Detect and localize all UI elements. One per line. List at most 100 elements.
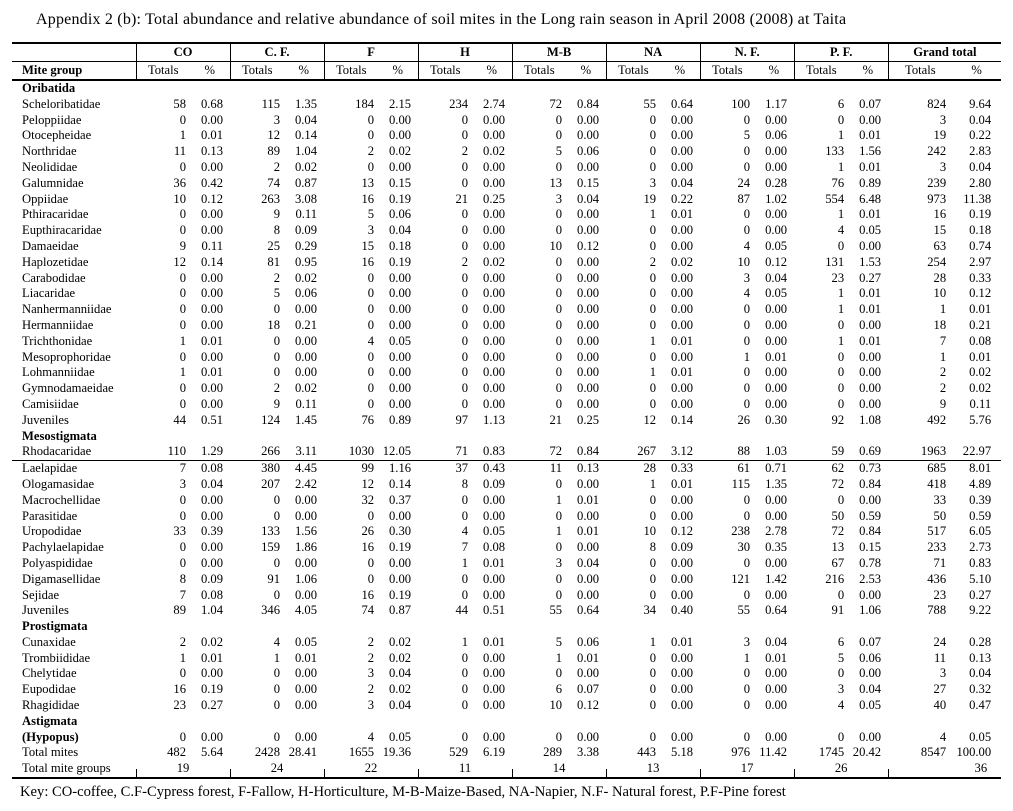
row-label: Trombiididae — [22, 650, 91, 665]
totals-cell: 24 — [737, 175, 751, 190]
column-group-header: F — [323, 42, 419, 62]
percent-cell: 0.00 — [765, 159, 788, 174]
percent-cell: 0.83 — [472, 444, 513, 462]
totals-cell: 5 — [837, 650, 845, 665]
percent-cell: 0.00 — [577, 476, 600, 491]
row-label: Digamasellidae — [22, 571, 101, 586]
percent-cell: 0.00 — [577, 286, 600, 301]
totals-cell: 40 — [933, 698, 947, 713]
percent-cell: 0.00 — [671, 492, 694, 507]
table-row: Camisiidae 0 0.00 9 0.11 0 0.00 0 0.00 0 0.00 0 0.00… — [12, 397, 1001, 413]
totals-cell: 0 — [555, 317, 563, 332]
percent-cell: 0.00 — [859, 587, 882, 602]
totals-cell: 55 — [643, 96, 657, 111]
percent-cell: 1.45 — [294, 412, 318, 427]
row-label: Juveniles — [22, 412, 69, 427]
totals-cell: 16 — [933, 207, 947, 222]
totals-cell: 0 — [179, 396, 186, 411]
totals-cell: 8 — [649, 540, 657, 555]
percent-cell: 0.02 — [294, 270, 318, 285]
totals-cell: 71 — [933, 555, 947, 570]
row-label: Neolididae — [22, 159, 78, 174]
row-label: (Hypopus) — [22, 729, 79, 744]
percent-cell: 0.00 — [389, 396, 412, 411]
totals-cell: 0 — [555, 207, 563, 222]
totals-cell: 184 — [355, 96, 375, 111]
row-label: Haplozetidae — [22, 254, 89, 269]
percent-cell: 0.15 — [577, 175, 600, 190]
totals-cell: 9 — [273, 396, 281, 411]
totals-cell: 6 — [837, 96, 845, 111]
table-row: Trichthonidae 1 0.01 0 0.00 4 0.05 0 0.00 0 0.00 1 0… — [12, 334, 1001, 350]
totals-cell: 5 — [367, 207, 375, 222]
percent-cell: 0.89 — [859, 175, 882, 190]
totals-cell: 12 — [267, 128, 281, 143]
totals-cell: 0 — [555, 365, 563, 380]
totals-cell: 0 — [649, 349, 657, 364]
percent-cell: 0.00 — [671, 555, 694, 570]
totals-cell: 0 — [837, 492, 845, 507]
totals-cell: 8547 — [920, 745, 947, 760]
totals-cell: 254 — [927, 254, 947, 269]
totals-cell: 1 — [743, 650, 751, 665]
percent-cell: 0.00 — [577, 587, 600, 602]
percent-cell: 0.00 — [859, 729, 882, 744]
totals-cell: 0 — [649, 238, 657, 253]
totals-cell: 0 — [273, 682, 281, 697]
percent-cell: 0.00 — [200, 317, 224, 332]
percent-cell: 0.00 — [483, 317, 506, 332]
percent-cell: 0.00 — [389, 365, 412, 380]
percent-cell: 0.00 — [389, 555, 412, 570]
percent-cell: 0.00 — [765, 381, 788, 396]
totals-cell: 0 — [179, 381, 186, 396]
percent-cell: 0.15 — [859, 540, 882, 555]
totals-cell: 12 — [173, 254, 186, 269]
percent-cell: 1.04 — [200, 603, 224, 618]
percent-cell: 1.42 — [765, 571, 788, 586]
percent-cell: 0.11 — [295, 207, 318, 222]
totals-cell: 0 — [461, 286, 469, 301]
percent-cell: 0.01 — [200, 333, 224, 348]
percent-cell: 0.00 — [577, 112, 600, 127]
percent-cell: 0.00 — [671, 666, 694, 681]
percent-cell: 0.07 — [859, 634, 882, 649]
percent-cell: 0.00 — [765, 508, 788, 523]
section-header-row: Prostigmata — [12, 619, 1001, 635]
totals-cell: 482 — [167, 745, 186, 760]
percent-cell: 0.00 — [483, 333, 506, 348]
totals-cell: 0 — [555, 587, 563, 602]
percent-cell: 0.06 — [294, 286, 318, 301]
percent-cell: 2.80 — [969, 175, 992, 190]
row-label: Uropodidae — [22, 524, 82, 539]
percent-cell: 0.27 — [969, 587, 992, 602]
percent-cell: 0.05 — [765, 238, 788, 253]
totals-cell: 0 — [555, 571, 563, 586]
row-label: Lohmanniidae — [22, 365, 95, 380]
totals-cell: 9 — [939, 396, 947, 411]
percent-cell: 0.00 — [294, 555, 318, 570]
totals-cell: 0 — [367, 128, 375, 143]
totals-cell: 0 — [555, 159, 563, 174]
percent-cell: 5.64 — [200, 745, 224, 760]
totals-cell: 0 — [273, 555, 281, 570]
percent-cell: 0.12 — [200, 191, 224, 206]
percent-cell: 0.00 — [483, 207, 506, 222]
totals-cell: 0 — [461, 650, 469, 665]
percent-cell: 11.42 — [759, 745, 788, 760]
subheader-percent: % — [566, 61, 607, 81]
totals-cell: 44 — [173, 412, 186, 427]
totals-cell: 492 — [927, 412, 947, 427]
totals-cell: 4 — [939, 729, 947, 744]
totals-cell: 87 — [737, 191, 751, 206]
percent-cell: 0.00 — [389, 159, 412, 174]
totals-cell: 0 — [367, 286, 375, 301]
row-label: Sejidae — [22, 587, 60, 602]
percent-cell: 0.28 — [765, 175, 788, 190]
percent-cell: 1.53 — [859, 254, 882, 269]
totals-cell: 6 — [837, 634, 845, 649]
totals-cell: 0 — [273, 333, 281, 348]
percent-cell: 0.00 — [483, 381, 506, 396]
percent-cell: 0.18 — [969, 223, 992, 238]
totals-cell: 58 — [173, 96, 186, 111]
totals-cell: 1963 — [888, 444, 953, 462]
